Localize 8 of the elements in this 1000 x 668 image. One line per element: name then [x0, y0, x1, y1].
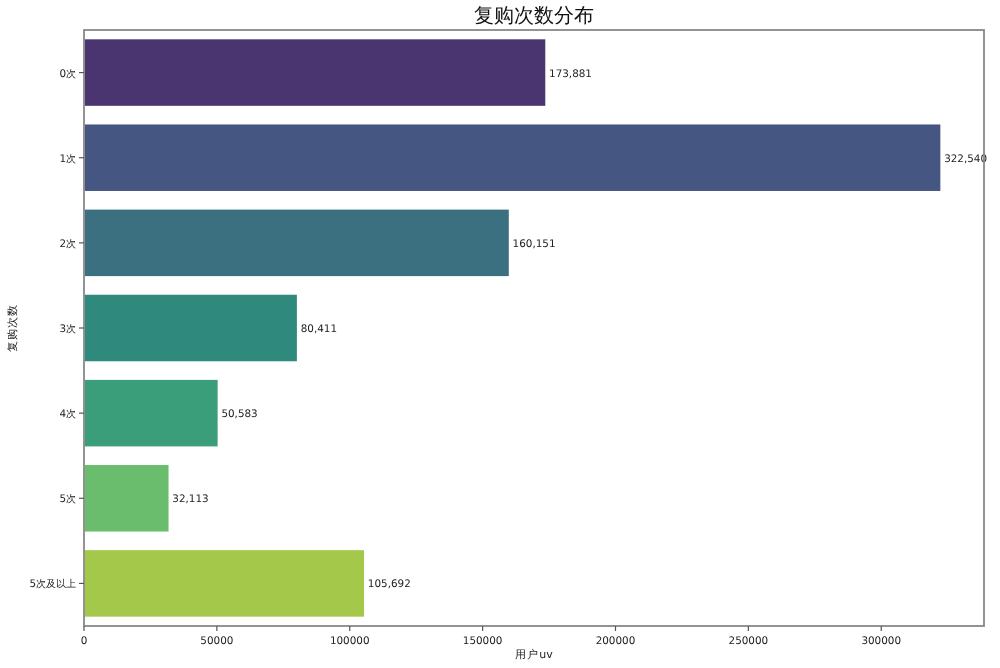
- bar: [83, 293, 299, 363]
- bar: [83, 548, 366, 619]
- bar: [83, 208, 511, 278]
- bar: [83, 463, 171, 534]
- bar: [83, 37, 547, 108]
- bar: [83, 122, 942, 193]
- bar: [83, 378, 220, 448]
- chart-title: 复购次数分布: [474, 4, 594, 28]
